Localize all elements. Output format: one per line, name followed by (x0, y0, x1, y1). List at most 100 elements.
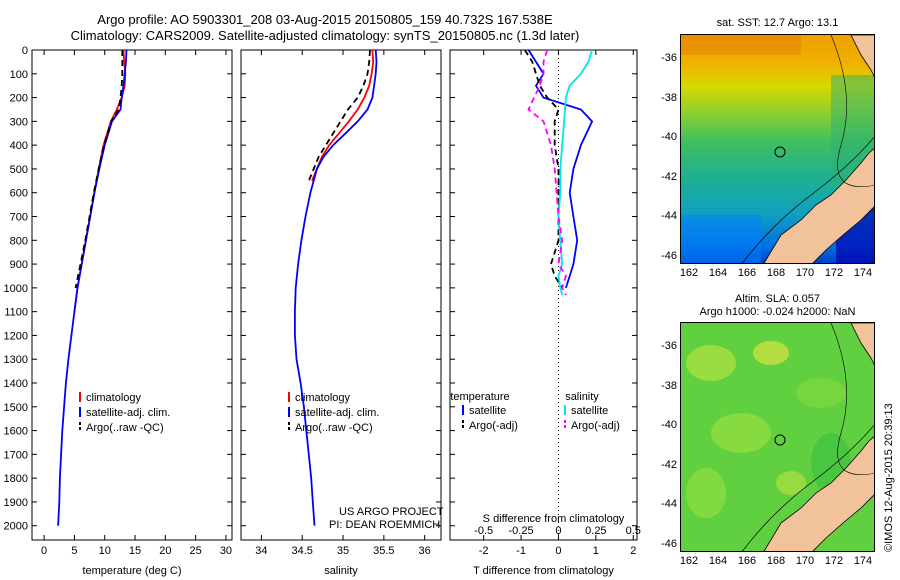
x-axis-label: temperature (deg C) (82, 565, 181, 577)
map-lon-tick-label: 168 (766, 555, 786, 567)
series-line (527, 49, 594, 289)
map-lat-tick-label: -36 (661, 52, 677, 64)
project-credit: US ARGO PROJECT (339, 506, 444, 518)
y-tick-label: 1000 (4, 283, 28, 295)
figure-title-line2: Climatology: CARS2009. Satellite-adjuste… (70, 28, 580, 43)
argo-position-marker (774, 146, 786, 158)
map-lat-tick-label: -44 (661, 210, 677, 222)
figure-title-line1: Argo profile: AO 5903301_208 03-Aug-2015… (97, 12, 553, 27)
legend-label: satellite-adj. clim. (86, 407, 170, 419)
map-lon-tick-label: 162 (679, 267, 699, 279)
map-lat-tick-label: -46 (661, 537, 677, 550)
y-tick-label: 1400 (4, 378, 28, 390)
legend-label: climatology (295, 392, 351, 404)
y-tick-label: 400 (10, 140, 28, 152)
map-lon-tick-label: 170 (795, 555, 815, 567)
x-tick-label: 20 (159, 545, 171, 557)
map-lon-tick-label: 164 (708, 267, 728, 279)
x-tick-label: 35 (337, 545, 349, 557)
legend-header: temperature (450, 391, 509, 403)
y-tick-label: 1800 (4, 473, 28, 485)
x-tick-label: 30 (220, 545, 232, 557)
legend-label: Argo(..raw -QC) (295, 422, 373, 434)
sst-map (680, 34, 875, 264)
top-tick-label: -0.5 (474, 525, 493, 537)
legend-label: Argo(..raw -QC) (86, 422, 164, 434)
map-lat-tick-label: -40 (661, 131, 677, 143)
map-lat-tick-label: -40 (661, 419, 677, 431)
legend-label: Argo(-adj) (571, 420, 620, 432)
series-line (57, 49, 128, 526)
panel-frame-0 (31, 49, 233, 541)
y-tick-label: 900 (10, 259, 28, 271)
x-tick-label: 35.5 (373, 545, 394, 557)
y-tick-label: 1300 (4, 354, 28, 366)
top-tick-label: 0.25 (585, 525, 606, 537)
legend-label: satellite (571, 405, 608, 417)
map-lat-tick-label: -38 (661, 91, 677, 104)
x-tick-label: 36 (419, 545, 431, 557)
argo-position-marker (774, 434, 786, 446)
x-axis-label: T difference from climatology (473, 565, 614, 577)
imos-credit: ©IMOS 12-Aug-2015 20:39:13 (883, 403, 895, 552)
x-tick-label: 2 (630, 545, 636, 557)
series-line (293, 49, 378, 526)
x-axis-label: salinity (324, 565, 358, 577)
x-tick-label: 25 (190, 545, 202, 557)
y-tick-label: 1600 (4, 426, 28, 438)
map-lat-tick-label: -44 (661, 498, 677, 510)
legend-label: satellite-adj. clim. (295, 407, 379, 419)
series-line (527, 49, 567, 296)
series-line (524, 49, 563, 289)
y-tick-label: 800 (10, 235, 28, 247)
pi-credit: PI: DEAN ROEMMICH (329, 519, 441, 531)
x-tick-label: -1 (516, 545, 526, 557)
map-lon-tick-label: 172 (824, 267, 844, 279)
series-line (74, 50, 124, 289)
panel-frame-2 (449, 49, 638, 541)
top-tick-label: -0.25 (509, 525, 534, 537)
y-tick-label: 500 (10, 164, 28, 176)
y-tick-label: 700 (10, 212, 28, 224)
x-tick-label: 34.5 (292, 545, 313, 557)
map-lat-tick-label: -42 (661, 458, 677, 471)
x-tick-label: 0 (41, 545, 47, 557)
map-lon-tick-label: 166 (737, 267, 757, 279)
y-tick-label: 100 (10, 69, 28, 81)
panel-frame-1 (240, 49, 442, 541)
y-tick-label: 1200 (4, 330, 28, 342)
map-lat-tick-label: -38 (661, 379, 677, 392)
sla-map (680, 322, 875, 552)
legend-label: Argo(-adj) (469, 420, 518, 432)
x-tick-label: 10 (99, 545, 111, 557)
y-tick-label: 200 (10, 93, 28, 105)
series-line (557, 49, 593, 296)
top-tick-label: 0 (555, 525, 561, 537)
map-lon-tick-label: 174 (853, 267, 873, 279)
y-tick-label: 1100 (4, 307, 28, 319)
y-tick-label: 300 (10, 116, 28, 128)
x-axis-label-secondary: S difference from climatology (483, 513, 625, 525)
y-tick-label: 1500 (4, 402, 28, 414)
legend-label: satellite (469, 405, 506, 417)
y-tick-label: 2000 (4, 521, 28, 533)
x-tick-label: 1 (593, 545, 599, 557)
map-lon-tick-label: 164 (708, 555, 728, 567)
map-lon-tick-label: 162 (679, 555, 699, 567)
map-lon-tick-label: 174 (853, 555, 873, 567)
series-line (307, 49, 371, 182)
map-lon-tick-label: 166 (737, 555, 757, 567)
legend-header: salinity (565, 391, 599, 403)
x-tick-label: 0 (555, 545, 561, 557)
legend-label: climatology (86, 392, 142, 404)
sla-map-title: Altim. SLA: 0.057 (735, 293, 820, 305)
map-lon-tick-label: 168 (766, 267, 786, 279)
sst-map-title: sat. SST: 12.7 Argo: 13.1 (716, 17, 839, 29)
x-tick-label: -2 (479, 545, 489, 557)
y-tick-label: 1900 (4, 497, 28, 509)
y-tick-label: 600 (10, 188, 28, 200)
y-tick-label: 0 (22, 45, 28, 57)
y-tick-label: 1700 (4, 449, 28, 461)
map-lon-tick-label: 170 (795, 267, 815, 279)
